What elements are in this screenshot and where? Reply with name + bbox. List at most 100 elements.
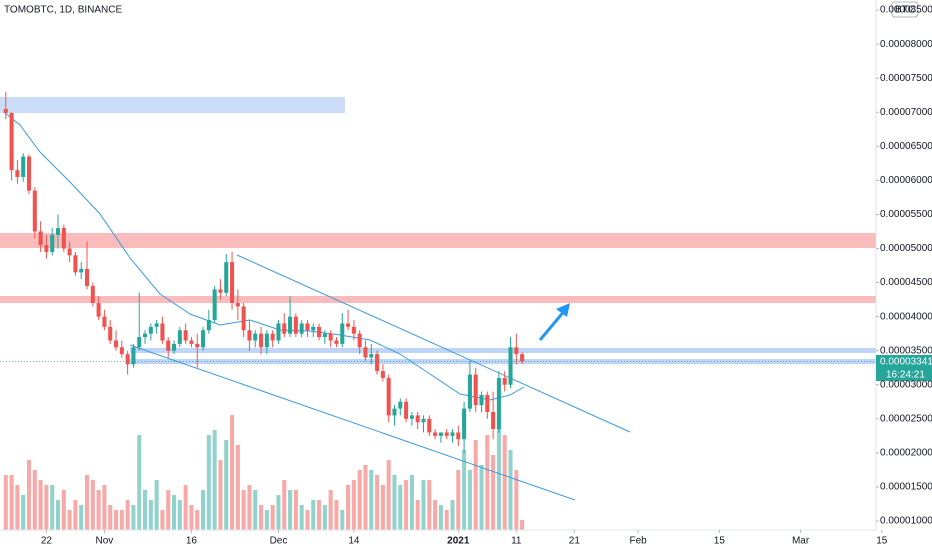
volume-bar [15,485,20,530]
candle-body [380,371,385,378]
candle-body [195,343,200,348]
volume-bar [50,485,55,530]
candle-body [288,316,293,334]
volume-bar [276,495,281,530]
volume-bar [84,475,90,530]
y-tick-label: 0.00008500 [880,5,932,16]
volume-bar [148,500,153,530]
candle-body [172,343,177,351]
volume-bar [131,505,136,530]
candle-body [392,408,397,416]
candle-body [404,401,409,419]
candle-body [177,330,182,344]
y-tick-label: 0.00003500 [880,345,932,356]
zone-blue [0,97,345,113]
volume-bar [218,460,223,530]
volume-bar [189,505,194,530]
candle-body [369,354,374,358]
x-tick-label: Dec [270,536,288,547]
y-tick-label: 0.00002000 [880,448,932,459]
candle-body [479,394,484,406]
volume-bar [32,470,37,530]
currency-label[interactable]: BTC [895,5,915,16]
candle-body [322,333,327,338]
volume-bar [322,505,327,530]
y-tick-label: 0.00008000 [880,39,932,50]
candle-body [26,156,32,191]
volume-bar [514,470,519,530]
x-tick-label: 16 [186,536,198,547]
last-price-box [876,355,932,368]
volume-bar [496,415,501,530]
last-price-label: 0.00003341 [880,357,932,368]
candle-body [346,323,351,327]
volume-bar [311,500,316,530]
candle-layer [0,91,876,453]
candle-body [84,268,90,286]
x-tick-label: Feb [630,536,648,547]
volume-bar [143,490,148,530]
volume-bar [508,450,513,530]
candle-body [444,432,449,436]
x-tick-label: Nov [96,536,114,547]
volume-bar [444,510,449,530]
volume-bar [195,510,200,530]
candle-body [154,323,159,327]
volume-bar [73,500,78,530]
candle-body [427,418,432,433]
candle-body [415,415,420,423]
candle-body [514,347,519,355]
volume-bar [38,480,43,530]
candle-body [235,303,240,307]
volume-bar [409,475,414,530]
volume-bar [369,470,374,530]
volume-bar [247,485,252,530]
candle-body [340,323,345,344]
candle-body [206,320,211,331]
candle-body [259,333,264,348]
candle-body [143,333,148,338]
volume-bar [450,500,455,530]
candle-body [160,323,165,341]
volume-bar [90,480,95,530]
candle-body [166,340,171,351]
candle-body [311,326,316,331]
y-tick-label: 0.00004500 [880,277,932,288]
volume-bar [404,480,409,530]
candle-body [224,262,229,293]
volume-bar [520,520,525,530]
volume-bar [241,490,246,530]
candle-body [450,432,455,436]
volume-bar [456,470,461,530]
volume-bar [433,500,438,530]
volume-bar [288,490,293,530]
volume-bar [201,490,206,530]
arrow [538,308,568,341]
candle-body [44,245,49,252]
volume-bar [44,485,49,530]
candle-body [247,330,252,341]
candle-body [38,231,43,246]
candle-body [137,337,142,348]
volume-bar [438,505,443,530]
y-tick-label: 0.00002500 [880,413,932,424]
volume-bar [21,495,26,530]
y-tick-label: 0.00006000 [880,175,932,186]
candle-body [467,374,472,409]
candle-body [108,326,113,341]
volume-bar [172,495,177,530]
volume-bar [224,440,229,530]
candle-body [270,333,275,341]
candle-body [148,326,153,334]
candle-body [334,340,339,344]
x-tick-label: 14 [348,536,360,547]
candle-body [241,306,246,331]
candle-body [264,333,269,348]
volume-bar [67,510,72,530]
currency-button[interactable] [891,1,919,18]
volume-bar [502,435,507,530]
volume-bar [282,480,287,530]
volume-bar [3,475,8,530]
volume-bar [61,490,66,530]
